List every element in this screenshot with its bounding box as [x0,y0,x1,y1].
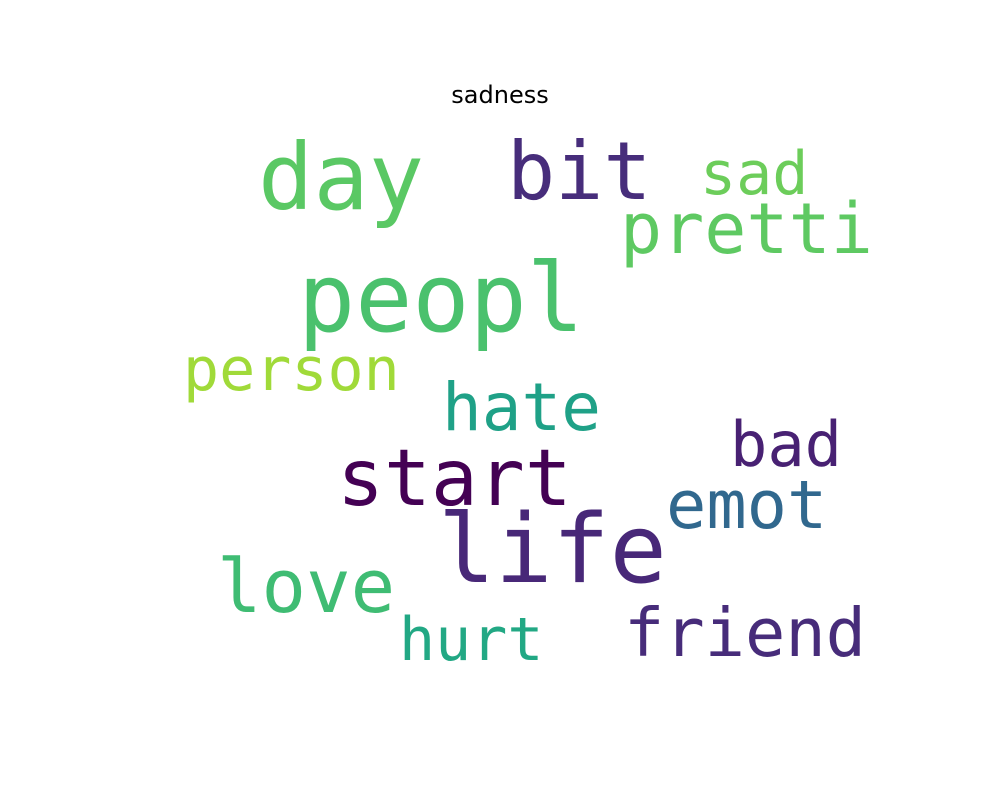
word-day: day [258,124,425,231]
word-bit: bit [507,125,652,218]
word-person: person [183,335,400,405]
word-sad: sad [700,139,809,209]
word-pretti: pretti [620,188,873,270]
word-friend: friend [624,594,867,672]
word-start: start [337,434,572,524]
word-peopl: peopl [298,244,584,354]
word-hate: hate [442,369,601,446]
word-emot: emot [666,466,828,544]
word-life: life [438,495,667,605]
word-love: love [217,544,396,630]
word-cloud-title: sadness [451,81,549,109]
word-bad: bad [730,408,842,481]
word-hurt: hurt [399,605,544,675]
